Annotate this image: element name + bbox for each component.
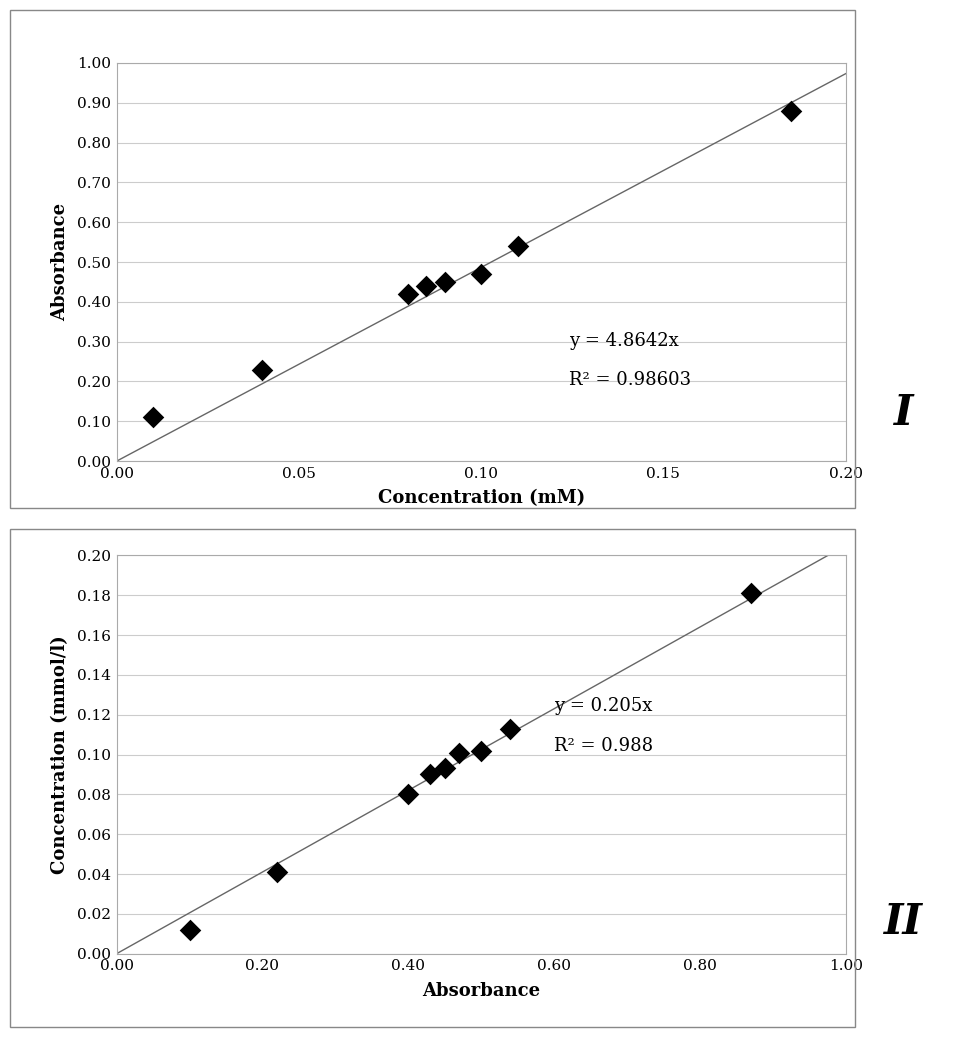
Point	[451, 744, 468, 761]
Point	[146, 409, 161, 425]
Point	[503, 720, 518, 737]
Point	[182, 921, 197, 938]
Point	[269, 864, 285, 880]
Point	[509, 238, 525, 255]
Point	[422, 766, 437, 783]
Point	[419, 278, 434, 294]
Text: R² = 0.988: R² = 0.988	[554, 737, 653, 755]
Point	[473, 265, 489, 282]
X-axis label: Concentration (mM): Concentration (mM)	[377, 489, 585, 507]
Point	[783, 103, 799, 119]
Text: R² = 0.98603: R² = 0.98603	[569, 371, 691, 390]
Point	[400, 285, 416, 302]
Point	[437, 760, 453, 777]
Point	[400, 786, 416, 803]
Text: II: II	[885, 901, 923, 943]
Point	[473, 742, 489, 759]
Text: y = 4.8642x: y = 4.8642x	[569, 331, 678, 350]
Y-axis label: Concentration (mmol/l): Concentration (mmol/l)	[51, 635, 69, 874]
X-axis label: Absorbance: Absorbance	[422, 982, 540, 1000]
Y-axis label: Absorbance: Absorbance	[51, 203, 69, 321]
Point	[255, 362, 270, 378]
Text: y = 0.205x: y = 0.205x	[554, 697, 652, 715]
Text: I: I	[894, 392, 914, 434]
Point	[437, 274, 453, 290]
Point	[744, 585, 759, 602]
